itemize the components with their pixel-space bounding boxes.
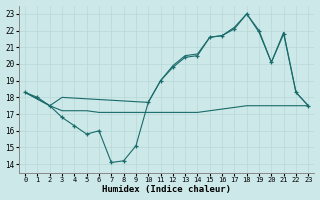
X-axis label: Humidex (Indice chaleur): Humidex (Indice chaleur) [102,185,231,194]
